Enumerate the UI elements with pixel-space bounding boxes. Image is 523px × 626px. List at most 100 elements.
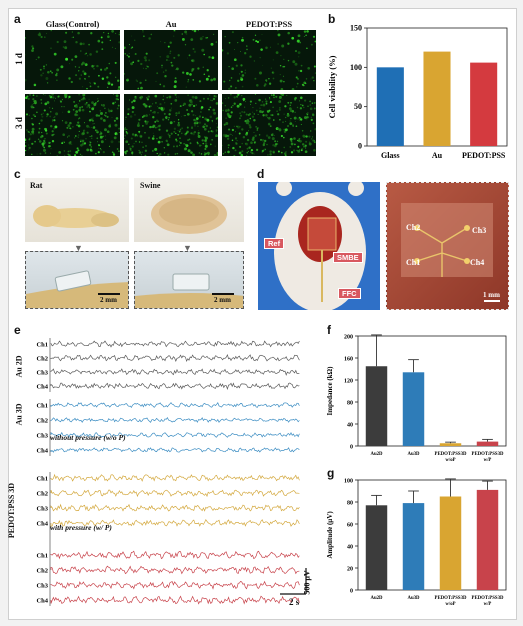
panel-letter-g: g xyxy=(327,466,335,480)
category-label: Au2D xyxy=(371,596,384,601)
eeg-trace xyxy=(50,368,300,376)
y-tick-label: 60 xyxy=(347,523,353,529)
y-tick-label: 200 xyxy=(344,335,353,341)
channel-label: Ch3 xyxy=(36,506,48,513)
y-axis-label: Impedance (kΩ) xyxy=(326,366,334,416)
column-header-pedot: PEDOT:PSS xyxy=(245,19,293,29)
y-tick-label: 120 xyxy=(344,379,353,385)
panel-letter-e: e xyxy=(14,323,21,337)
subhead-without-pressure: without pressure (w/o P) xyxy=(50,433,126,442)
ch3-label: Ch3 xyxy=(472,226,487,235)
micrograph-glass-3d xyxy=(25,94,120,156)
swine-label: Swine xyxy=(140,181,161,190)
y-tick-label: 80 xyxy=(347,501,353,507)
y-tick-label: 40 xyxy=(347,423,353,429)
bar xyxy=(476,441,499,446)
bar xyxy=(365,505,388,590)
y-tick-label: 50 xyxy=(354,102,362,111)
category-label: PEDOT:PSS xyxy=(462,151,506,160)
category-label: w/oP xyxy=(445,602,455,607)
category-label: Au3D xyxy=(408,452,421,457)
arrow-down-icon: ▼ xyxy=(183,243,192,253)
ref-label: Ref xyxy=(264,238,285,249)
group-label-au3d: Au 3D xyxy=(14,403,24,426)
amplitude-chart: 0 20 40 60 80 100 Amplitude (μV) Au2D Au3D PEDOT:… xyxy=(326,478,507,607)
cell-viability-chart: 0 50 100 150 Cell viability (%) Glass Au PEDOT:… xyxy=(327,24,508,160)
swine-implant-closeup xyxy=(134,251,244,309)
rat-label: Rat xyxy=(30,181,43,190)
bar xyxy=(439,443,462,446)
panel-letter-b: b xyxy=(328,12,336,26)
electrode-closeup-photo xyxy=(386,182,509,310)
channel-label: Ch1 xyxy=(36,403,48,410)
rat-brain-photo xyxy=(25,178,129,242)
bar xyxy=(376,67,404,146)
ch2-label: Ch2 xyxy=(406,223,421,232)
panel-letter-d: d xyxy=(257,167,265,181)
micrograph-pedot-3d xyxy=(222,94,316,156)
y-axis-label: Amplitude (μV) xyxy=(326,511,334,559)
y-tick-label: 100 xyxy=(350,63,362,72)
y-tick-label: 160 xyxy=(344,357,353,363)
eeg-trace xyxy=(50,580,300,590)
ch1-label: Ch1 xyxy=(406,258,421,267)
eeg-trace xyxy=(50,447,300,453)
micrograph-au-3d xyxy=(124,94,218,156)
channel-label: Ch1 xyxy=(36,553,48,560)
channel-label: Ch2 xyxy=(36,568,48,575)
rat-scalebar xyxy=(98,293,120,295)
time-scale-label: 2 s xyxy=(289,597,300,607)
channel-label: Ch3 xyxy=(36,583,48,590)
closeup-scalebar xyxy=(484,300,500,302)
plot-frame xyxy=(357,335,507,447)
eeg-trace xyxy=(50,503,300,512)
category-label: Au2D xyxy=(371,452,384,457)
panel-letter-f: f xyxy=(327,323,331,337)
arrow-down-icon: ▼ xyxy=(74,243,83,253)
channel-label: Ch4 xyxy=(36,521,48,528)
row-label-3d: 3 d xyxy=(14,117,24,129)
smbe-label: SMBE xyxy=(333,252,363,263)
y-tick-label: 100 xyxy=(344,479,353,485)
bar xyxy=(423,51,451,146)
category-label: PEDOT:PSS3D xyxy=(435,452,467,457)
panel-letter-c: c xyxy=(14,167,21,181)
category-label: PEDOT:PSS3D xyxy=(472,452,504,457)
impedance-chart: 0 40 80 120 160 200 Impedance (kΩ) Au2D Au3D PEDO… xyxy=(326,334,507,463)
category-label: Glass xyxy=(381,151,400,160)
ffc-label: FFC xyxy=(338,288,361,299)
y-tick-label: 150 xyxy=(350,24,362,33)
y-tick-label: 40 xyxy=(347,545,353,551)
category-label: w/P xyxy=(484,458,492,463)
category-label: Au xyxy=(432,151,443,160)
category-label: w/P xyxy=(484,602,492,607)
eeg-trace xyxy=(50,473,300,482)
eeg-trace xyxy=(50,518,300,527)
eeg-trace xyxy=(50,431,300,438)
y-tick-label: 0 xyxy=(358,142,362,151)
subhead-with-pressure: with pressure (w/ P) xyxy=(50,523,112,532)
channel-label: Ch2 xyxy=(36,491,48,498)
channel-label: Ch2 xyxy=(36,356,48,363)
rat-scalebar-label: 2 mm xyxy=(100,296,117,304)
group-label-au2d: Au 2D xyxy=(14,355,24,378)
closeup-scalebar-label: 1 mm xyxy=(483,291,500,299)
category-label: Au3D xyxy=(408,596,421,601)
channel-label: Ch3 xyxy=(36,433,48,440)
eeg-trace xyxy=(50,353,300,362)
channel-label: Ch1 xyxy=(36,476,48,483)
eeg-trace xyxy=(50,340,300,348)
eeg-trace xyxy=(50,382,300,390)
channel-label: Ch1 xyxy=(36,342,48,349)
panel-letter-a: a xyxy=(14,12,21,26)
column-header-glass: Glass(Control) xyxy=(45,19,100,29)
eeg-traces-panel: Ch1 Ch2 Ch3 Ch4 Ch1 Ch2 Ch3 Ch4 Ch1 Ch2 Ch3 Ch4 Ch1 C… xyxy=(36,338,307,606)
category-label: w/oP xyxy=(445,458,455,463)
y-tick-label: 0 xyxy=(350,589,353,595)
channel-label: Ch3 xyxy=(36,370,48,377)
eeg-trace xyxy=(50,595,300,605)
category-label: PEDOT:PSS3D xyxy=(435,596,467,601)
micrograph-pedot-1d xyxy=(222,30,316,90)
channel-label: Ch4 xyxy=(36,598,48,605)
swine-brain-photo xyxy=(134,178,244,242)
